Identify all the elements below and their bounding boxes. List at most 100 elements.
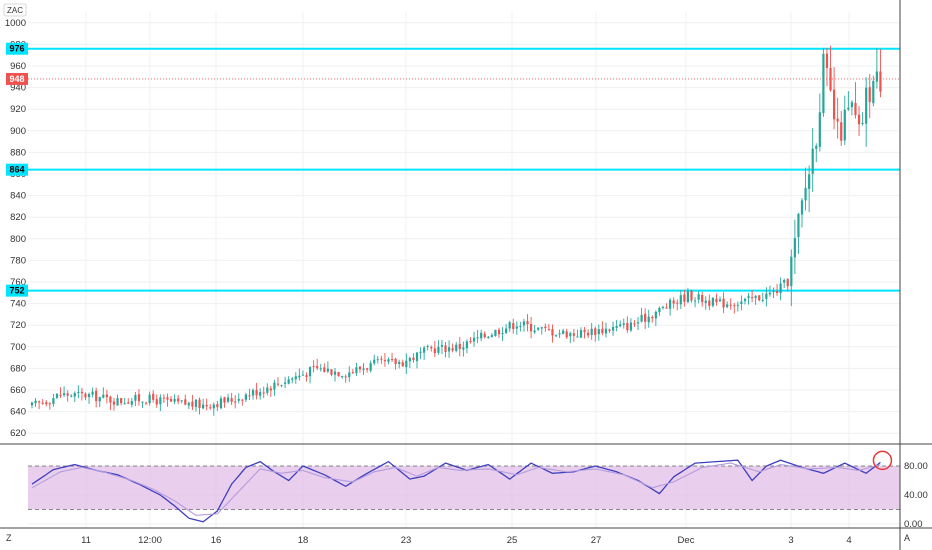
candle[interactable] xyxy=(280,384,283,388)
candle[interactable] xyxy=(636,317,640,331)
candle[interactable] xyxy=(879,49,882,98)
candle[interactable] xyxy=(59,387,62,399)
candle[interactable] xyxy=(266,383,269,396)
candle[interactable] xyxy=(169,396,173,402)
candle[interactable] xyxy=(729,298,732,310)
candle[interactable] xyxy=(301,370,305,376)
candle[interactable] xyxy=(854,82,857,119)
oscillator-axis[interactable]: 0.00 40.00 80.00 xyxy=(904,461,928,530)
candle[interactable] xyxy=(447,340,451,358)
candle[interactable] xyxy=(105,389,108,404)
candle[interactable] xyxy=(87,392,91,404)
candle[interactable] xyxy=(808,165,811,213)
candle[interactable] xyxy=(551,324,554,343)
candle[interactable] xyxy=(298,368,301,381)
candle[interactable] xyxy=(476,329,479,344)
candle[interactable] xyxy=(130,397,133,408)
candle[interactable] xyxy=(219,395,223,410)
candle[interactable] xyxy=(836,97,839,139)
candle[interactable] xyxy=(508,320,511,332)
candle[interactable] xyxy=(291,377,294,384)
candle[interactable] xyxy=(330,369,333,377)
candle[interactable] xyxy=(226,393,230,404)
candle[interactable] xyxy=(505,324,508,334)
candle[interactable] xyxy=(715,293,718,306)
candle[interactable] xyxy=(540,326,543,335)
candle[interactable] xyxy=(690,289,693,303)
candle[interactable] xyxy=(847,91,850,111)
candle[interactable] xyxy=(123,397,126,405)
candle[interactable] xyxy=(162,394,166,404)
candle[interactable] xyxy=(394,357,397,370)
candle[interactable] xyxy=(622,318,625,329)
candle[interactable] xyxy=(348,366,351,382)
candle[interactable] xyxy=(351,368,354,374)
candle[interactable] xyxy=(587,329,590,339)
candle[interactable] xyxy=(736,301,739,312)
candle[interactable] xyxy=(658,306,661,316)
candle[interactable] xyxy=(669,298,672,316)
candle[interactable] xyxy=(765,287,768,307)
timezone-button[interactable]: Z xyxy=(6,533,12,543)
candle[interactable] xyxy=(408,356,411,369)
candle[interactable] xyxy=(654,310,657,326)
candle[interactable] xyxy=(365,367,369,373)
candle[interactable] xyxy=(369,360,372,373)
candle[interactable] xyxy=(294,372,297,384)
candle[interactable] xyxy=(430,345,433,352)
candle[interactable] xyxy=(733,302,736,314)
candle[interactable] xyxy=(718,296,722,302)
candle[interactable] xyxy=(191,394,194,411)
candle[interactable] xyxy=(512,318,515,334)
candle[interactable] xyxy=(137,389,141,406)
candle[interactable] xyxy=(594,326,597,342)
candle[interactable] xyxy=(144,401,148,406)
candle[interactable] xyxy=(768,285,772,297)
candle[interactable] xyxy=(832,67,836,130)
auto-scale-button[interactable]: A xyxy=(904,533,910,543)
candle[interactable] xyxy=(337,371,340,377)
candle[interactable] xyxy=(62,386,66,398)
candle[interactable] xyxy=(544,323,547,332)
candle[interactable] xyxy=(793,219,796,275)
candle[interactable] xyxy=(747,293,750,305)
candle[interactable] xyxy=(173,394,176,405)
candle[interactable] xyxy=(590,323,593,340)
candle[interactable] xyxy=(380,355,383,364)
candle[interactable] xyxy=(572,328,575,342)
candle[interactable] xyxy=(41,398,44,405)
candle[interactable] xyxy=(711,297,714,308)
candle[interactable] xyxy=(419,347,422,360)
candle[interactable] xyxy=(619,320,622,328)
candle[interactable] xyxy=(811,127,814,192)
candle[interactable] xyxy=(750,289,754,303)
candlestick-series[interactable] xyxy=(30,45,882,416)
candle[interactable] xyxy=(426,344,429,351)
candle[interactable] xyxy=(355,362,358,376)
candle[interactable] xyxy=(647,309,650,328)
candle[interactable] xyxy=(70,394,73,398)
candle[interactable] xyxy=(55,393,59,400)
candle[interactable] xyxy=(562,328,565,335)
candle[interactable] xyxy=(815,143,818,163)
candle[interactable] xyxy=(797,212,800,254)
candle[interactable] xyxy=(672,297,675,309)
candle[interactable] xyxy=(683,289,686,307)
candle[interactable] xyxy=(376,356,379,364)
candle[interactable] xyxy=(415,351,419,369)
candle[interactable] xyxy=(704,296,707,310)
candle[interactable] xyxy=(665,303,668,309)
candle[interactable] xyxy=(633,320,636,328)
candle[interactable] xyxy=(230,392,233,406)
candle[interactable] xyxy=(529,316,533,339)
candle[interactable] xyxy=(319,363,322,372)
candle[interactable] xyxy=(865,77,868,147)
candle[interactable] xyxy=(358,366,362,373)
candle[interactable] xyxy=(761,292,764,303)
candle[interactable] xyxy=(437,340,440,355)
candle[interactable] xyxy=(80,387,84,401)
candle[interactable] xyxy=(362,363,365,375)
candle[interactable] xyxy=(611,321,615,336)
candle[interactable] xyxy=(490,332,493,338)
